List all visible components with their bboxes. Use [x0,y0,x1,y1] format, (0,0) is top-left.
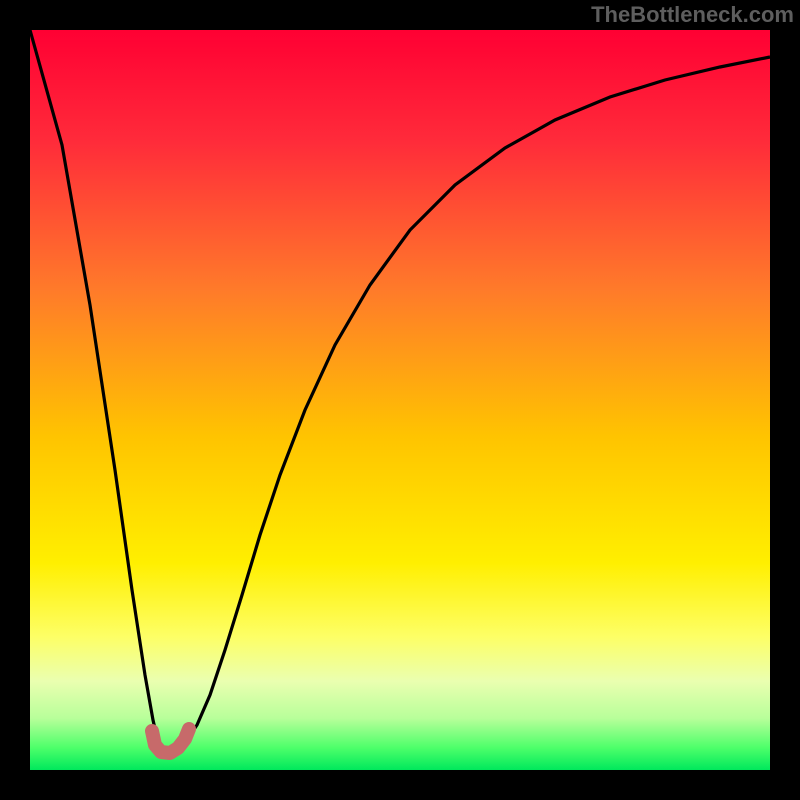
chart-root: TheBottleneck.com [0,0,800,800]
bottleneck-chart [0,0,800,800]
watermark-label: TheBottleneck.com [591,2,794,28]
